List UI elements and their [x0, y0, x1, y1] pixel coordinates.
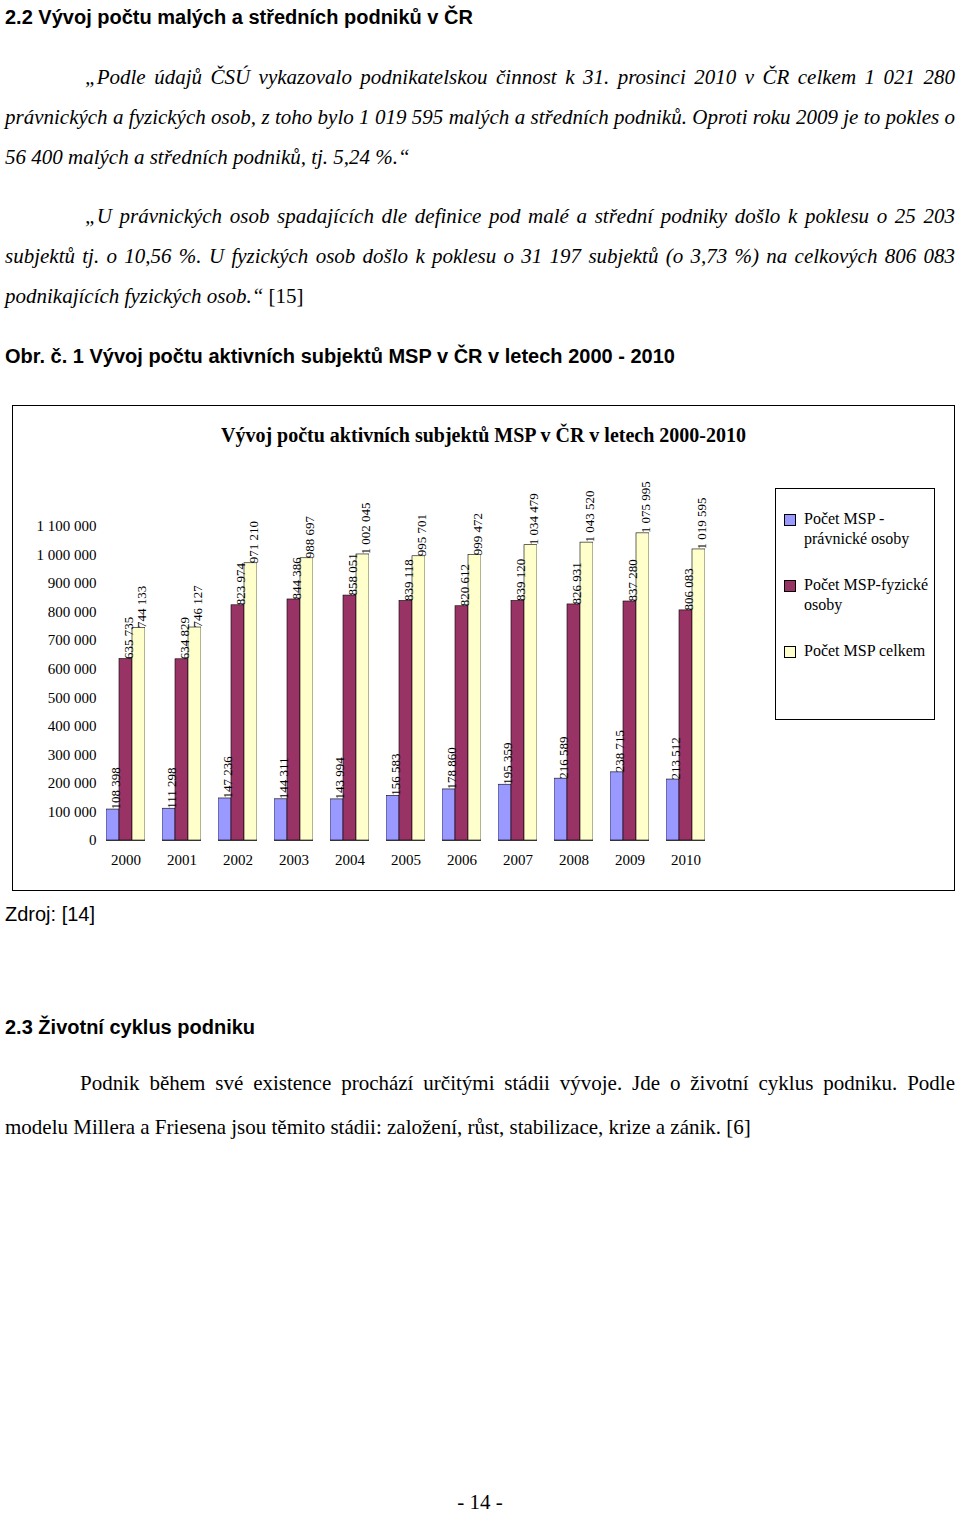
- svg-text:2004: 2004: [335, 852, 366, 868]
- svg-text:238 715: 238 715: [612, 730, 627, 772]
- html-text:„U právnických osob spadajícíc: „U právnických osob spadajících dle defi…: [5, 204, 955, 308]
- svg-text:844 386: 844 386: [289, 557, 304, 600]
- svg-text:500 000: 500 000: [48, 690, 97, 706]
- html-text:Počet MSP celkem: Počet MSP celkem: [804, 642, 926, 659]
- svg-text:988 697: 988 697: [302, 516, 317, 559]
- svg-text:823 974: 823 974: [233, 563, 248, 606]
- svg-text:900 000: 900 000: [48, 575, 97, 591]
- svg-text:300 000: 300 000: [48, 747, 97, 763]
- svg-text:2010: 2010: [671, 852, 701, 868]
- html-text:Počet MSP-fyzické osoby: Počet MSP-fyzické osoby: [804, 576, 928, 613]
- svg-text:216 589: 216 589: [556, 736, 571, 778]
- svg-text:2000: 2000: [111, 852, 141, 868]
- svg-text:634 829: 634 829: [177, 617, 193, 660]
- svg-text:700 000: 700 000: [48, 632, 97, 648]
- svg-text:0: 0: [89, 832, 97, 848]
- svg-text:111 298: 111 298: [164, 767, 179, 808]
- svg-text:2005: 2005: [391, 852, 421, 868]
- svg-text:108 398: 108 398: [108, 767, 123, 809]
- svg-text:1 034 479: 1 034 479: [526, 493, 541, 545]
- svg-text:2002: 2002: [223, 852, 253, 868]
- svg-text:820 612: 820 612: [457, 564, 472, 606]
- html-text:Zdroj: [14]: Zdroj: [14]: [5, 903, 95, 925]
- svg-text:178 860: 178 860: [444, 747, 459, 789]
- html-text:- 14 -: - 14 -: [457, 1490, 503, 1513]
- svg-text:2001: 2001: [167, 852, 197, 868]
- svg-text:1 000 000: 1 000 000: [37, 547, 97, 563]
- svg-text:826 931: 826 931: [569, 562, 584, 604]
- svg-text:746 127: 746 127: [190, 585, 205, 628]
- svg-text:800 000: 800 000: [48, 604, 97, 620]
- html-text:Podnik během své existence pro: Podnik během své existence prochází urči…: [5, 1071, 955, 1139]
- svg-text:1 075 995: 1 075 995: [638, 481, 653, 533]
- svg-text:1 100 000: 1 100 000: [37, 518, 97, 534]
- svg-text:744 133: 744 133: [134, 586, 149, 628]
- svg-text:213 512: 213 512: [668, 737, 683, 779]
- svg-text:2006: 2006: [447, 852, 478, 868]
- svg-text:400 000: 400 000: [48, 718, 97, 734]
- svg-text:100 000: 100 000: [48, 804, 97, 820]
- svg-text:635 735: 635 735: [121, 616, 137, 659]
- html-text:Obr. č. 1 Vývoj počtu aktivníc: Obr. č. 1 Vývoj počtu aktivních subjektů…: [5, 345, 675, 367]
- svg-text:200 000: 200 000: [48, 775, 97, 791]
- svg-text:147 236: 147 236: [220, 756, 235, 799]
- svg-text:806 083: 806 083: [681, 568, 696, 610]
- svg-text:971 210: 971 210: [246, 521, 261, 563]
- svg-text:600 000: 600 000: [48, 661, 97, 677]
- html-text:„Podle údajů ČSÚ vykazovalo po: „Podle údajů ČSÚ vykazovalo podnikatelsk…: [5, 65, 955, 169]
- svg-text:143 994: 143 994: [332, 757, 347, 800]
- html-text:Počet MSP - právnické osoby: Počet MSP - právnické osoby: [804, 510, 910, 547]
- svg-text:2007: 2007: [503, 852, 534, 868]
- html-text:Vývoj počtu aktivních subjektů: Vývoj počtu aktivních subjektů MSP v ČR …: [221, 424, 746, 446]
- svg-text:1 002 045: 1 002 045: [358, 502, 373, 554]
- svg-text:839 120: 839 120: [513, 559, 528, 601]
- svg-text:144 311: 144 311: [276, 758, 291, 800]
- svg-text:858 051: 858 051: [345, 553, 360, 595]
- svg-text:156 583: 156 583: [388, 754, 403, 796]
- svg-text:837 280: 837 280: [625, 559, 640, 601]
- svg-text:2003: 2003: [279, 852, 309, 868]
- svg-text:195 359: 195 359: [500, 742, 515, 784]
- svg-text:839 118: 839 118: [401, 559, 416, 601]
- svg-text:1 019 595: 1 019 595: [694, 497, 709, 549]
- svg-text:995 701: 995 701: [414, 514, 429, 556]
- svg-text:2008: 2008: [559, 852, 589, 868]
- svg-text:2009: 2009: [615, 852, 645, 868]
- html-text:2.2 Vývoj počtu malých a střed: 2.2 Vývoj počtu malých a středních podni…: [5, 6, 473, 28]
- svg-text:1 043 520: 1 043 520: [582, 491, 597, 543]
- svg-text:999 472: 999 472: [470, 513, 485, 555]
- html-text:2.3 Životní cyklus podniku: 2.3 Životní cyklus podniku: [5, 1016, 256, 1038]
